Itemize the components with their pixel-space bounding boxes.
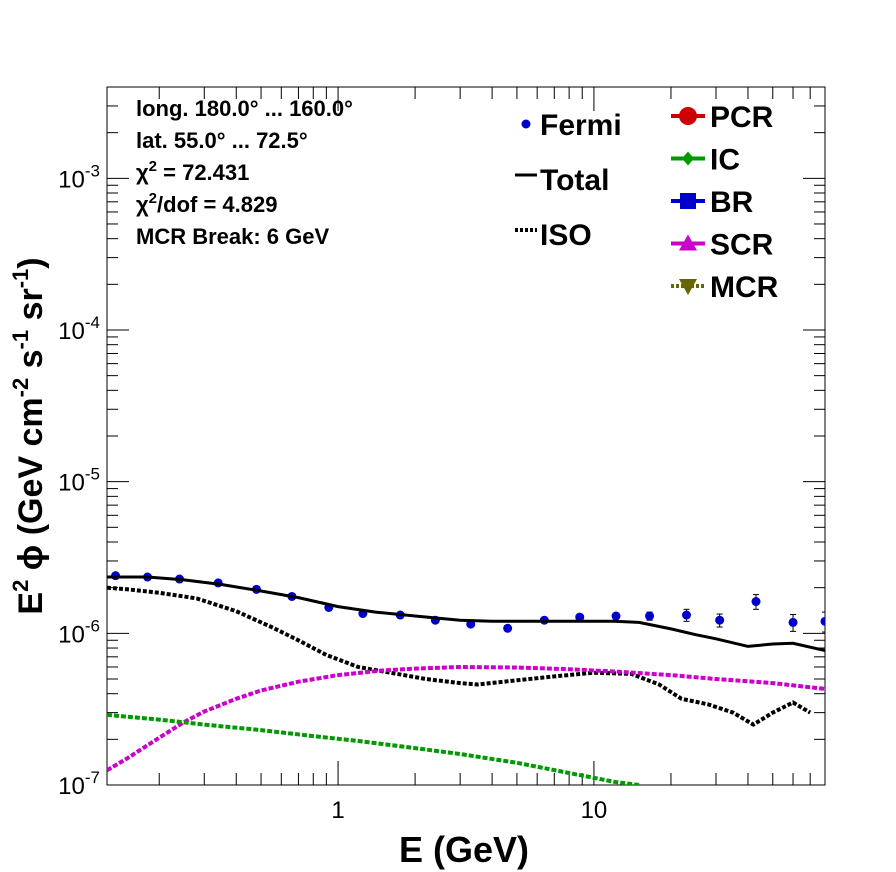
legend-label: Fermi (540, 109, 622, 142)
legend-scr-marker (679, 234, 697, 251)
data-series (107, 571, 825, 785)
info-line: long. 180.0° ... 160.0° (136, 96, 353, 121)
y-tick-label: 10-7 (58, 768, 100, 800)
series-ic-line (107, 712, 640, 785)
legend-br-marker (680, 193, 696, 209)
y-tick-label: 10-6 (58, 616, 100, 648)
legend-label: MCR (710, 271, 779, 304)
y-axis-title: E2 ϕ (GeV cm-2 s-1 sr-1) (8, 257, 50, 614)
fermi-point (503, 623, 513, 633)
legend-ic-marker (682, 151, 694, 166)
legend-label: SCR (710, 229, 774, 262)
y-tick-label: 10-3 (58, 161, 100, 193)
axis-tick-labels: 1 10 10-7 10-6 10-5 10-4 10-3 (58, 161, 607, 824)
fermi-point (788, 617, 798, 627)
x-tick-label: 1 (331, 797, 344, 824)
legend-mcr-marker (679, 279, 697, 295)
legend: Fermi Total ISO PCR IC BR SCR MCR (515, 101, 779, 304)
x-tick-label: 10 (581, 797, 608, 824)
fermi-point (645, 611, 655, 621)
fermi-point (715, 615, 725, 625)
legend-pcr-marker (679, 107, 697, 125)
info-line: χ2 = 72.431 (136, 158, 249, 185)
fermi-point (575, 612, 585, 622)
fit-info-box: long. 180.0° ... 160.0° lat. 55.0° ... 72… (136, 96, 353, 249)
legend-label: PCR (710, 101, 774, 134)
y-tick-label: 10-4 (58, 313, 100, 345)
fermi-point (681, 610, 691, 620)
series-iso-line (107, 585, 812, 727)
legend-label: Total (540, 164, 609, 197)
fermi-point (820, 616, 825, 626)
fermi-point (751, 597, 761, 607)
legend-fermi-marker (521, 119, 531, 129)
series-scr-line (107, 664, 825, 773)
info-line: MCR Break: 6 GeV (136, 224, 330, 249)
info-line: χ2/dof = 4.829 (136, 190, 277, 217)
series-total-line (107, 575, 825, 652)
y-tick-label: 10-5 (58, 465, 100, 497)
legend-label: IC (710, 144, 740, 177)
legend-label: ISO (540, 219, 592, 252)
legend-label: BR (710, 186, 754, 219)
info-line: lat. 55.0° ... 72.5° (136, 128, 308, 153)
fermi-point (611, 611, 621, 621)
x-axis-title: E (GeV) (399, 829, 529, 870)
